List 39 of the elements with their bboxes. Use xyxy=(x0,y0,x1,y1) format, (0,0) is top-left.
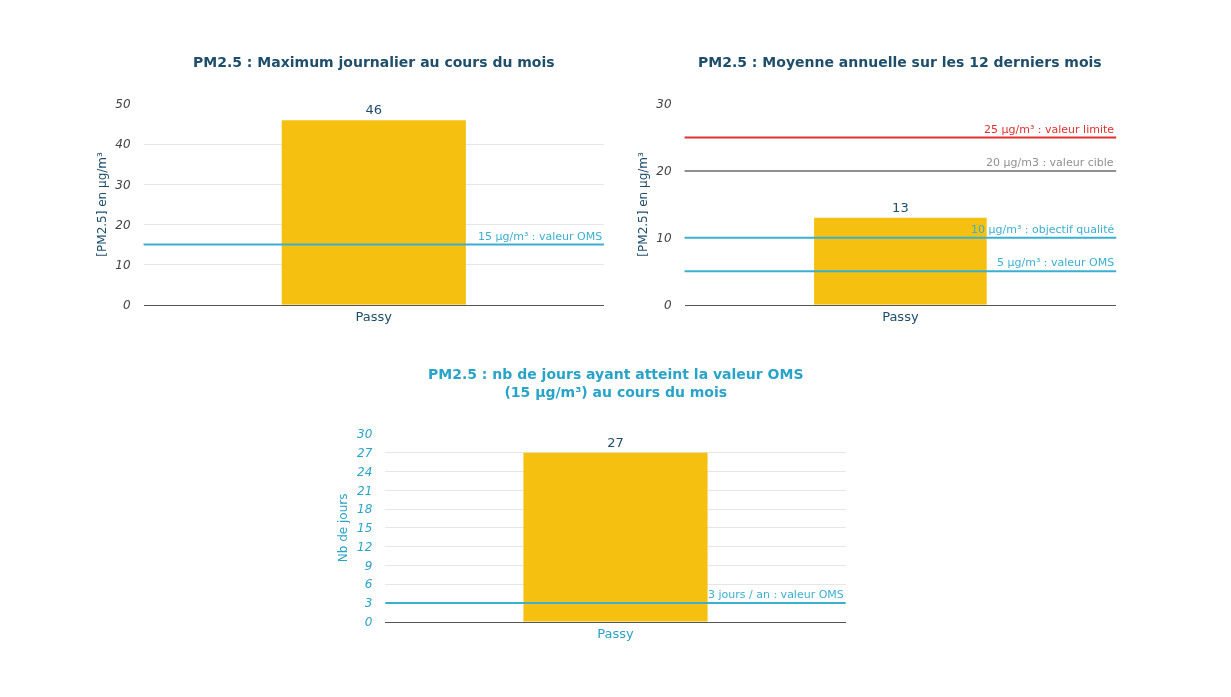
y-tick-label: 30 xyxy=(656,97,672,112)
y-tick-label: 0 xyxy=(663,297,672,312)
ref-line-label: 25 µg/m³ : valeur limite xyxy=(984,123,1115,136)
chart-title: PM2.5 : Moyenne annuelle sur les 12 derniers mois xyxy=(698,54,1102,70)
data-label: 27 xyxy=(607,434,624,450)
ref-line-label: 5 µg/m³ : valeur OMS xyxy=(997,256,1115,269)
x-tick-label: Passy xyxy=(882,309,919,325)
y-tick-label: 50 xyxy=(115,97,131,112)
y-tick-label: 30 xyxy=(115,177,131,192)
y-tick-label: 20 xyxy=(656,164,672,179)
ref-line-label: 10 µg/m³ : objectif qualité xyxy=(971,223,1115,236)
y-tick-label: 12 xyxy=(357,539,373,554)
y-tick-label: 10 xyxy=(656,231,672,246)
x-tick-label: Passy xyxy=(355,309,393,325)
ref-line-label: 20 µg/m3 : valeur cible xyxy=(986,156,1114,169)
y-tick-label: 0 xyxy=(364,614,373,629)
y-tick-label: 30 xyxy=(357,427,373,442)
data-label: 46 xyxy=(365,102,383,118)
y-tick-label: 21 xyxy=(357,483,373,498)
y-tick-label: 15 xyxy=(357,521,373,536)
y-axis-title: [PM2.5] en µg/m³ xyxy=(94,151,109,257)
chart-title: PM2.5 : nb de jours ayant atteint la valeur OMS (15 µg/m³) au cours du mois xyxy=(428,366,804,401)
ref-line-label: 15 µg/m³ : valeur OMS xyxy=(478,230,603,243)
y-tick-label: 6 xyxy=(364,577,373,592)
ref-line-label: 3 jours / an : valeur OMS xyxy=(708,588,844,601)
y-tick-label: 24 xyxy=(357,464,373,479)
y-tick-label: 27 xyxy=(357,446,373,461)
y-axis-title: [PM2.5] en µg/m³ xyxy=(635,151,650,257)
y-tick-label: 9 xyxy=(364,558,373,573)
y-tick-label: 20 xyxy=(115,217,131,232)
y-tick-label: 18 xyxy=(357,502,373,517)
y-tick-label: 40 xyxy=(115,137,131,152)
y-tick-label: 0 xyxy=(122,297,131,312)
x-tick-label: Passy xyxy=(597,626,635,642)
y-axis-title: Nb de jours xyxy=(336,493,351,563)
y-tick-label: 3 xyxy=(364,596,373,611)
data-label: 13 xyxy=(892,199,909,215)
chart-title: PM2.5 : Maximum journalier au cours du mois xyxy=(193,54,555,70)
y-tick-label: 10 xyxy=(115,257,131,272)
